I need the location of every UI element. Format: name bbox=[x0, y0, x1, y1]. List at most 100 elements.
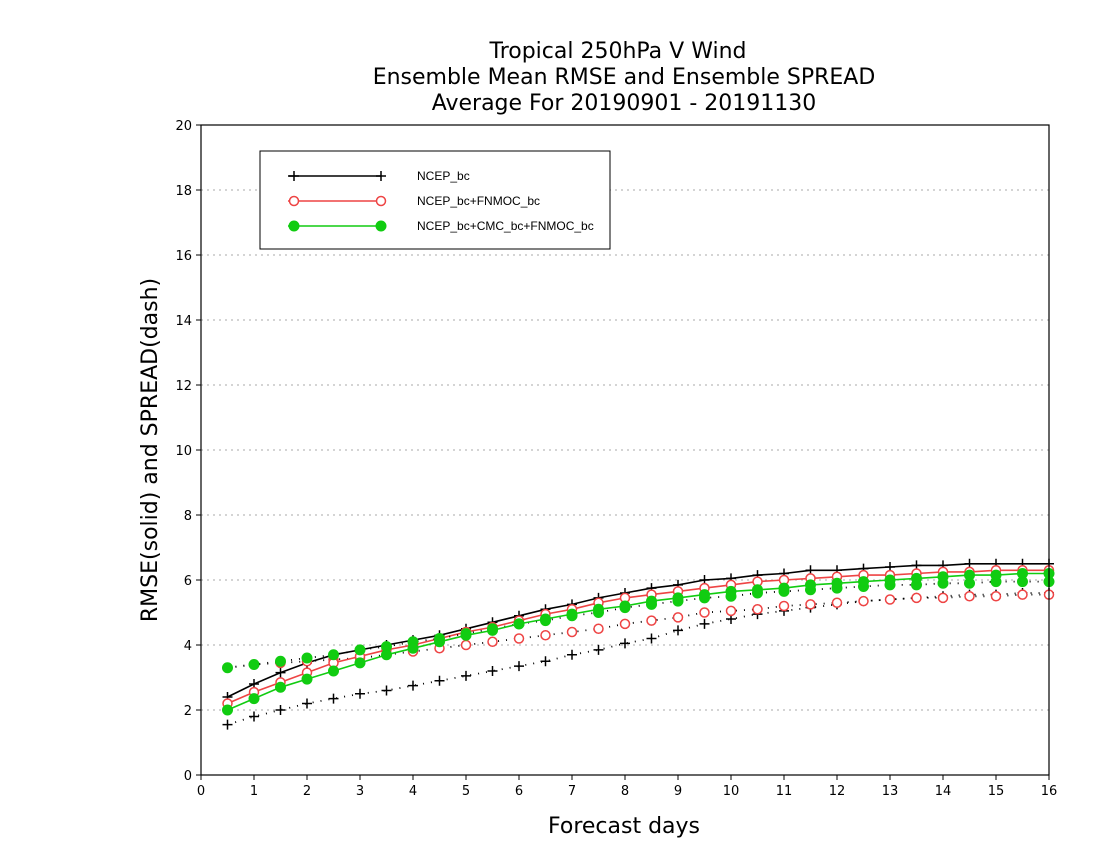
series-2-spread-point bbox=[884, 594, 896, 605]
series-2-spread-point bbox=[593, 623, 604, 634]
series-1-spread-point bbox=[408, 680, 418, 691]
series-1-spread-point bbox=[620, 638, 630, 649]
x-tick-label: 9 bbox=[674, 784, 682, 799]
series-3-rmse-point bbox=[593, 603, 604, 615]
series-3-rmse-point bbox=[858, 576, 869, 588]
x-tick-label: 14 bbox=[935, 784, 952, 799]
series-3-spread-point bbox=[248, 659, 260, 670]
series-2-spread-point bbox=[699, 607, 710, 618]
x-tick-label: 2 bbox=[303, 784, 311, 799]
series-2-spread-point bbox=[937, 592, 949, 604]
legend-marker-2 bbox=[288, 195, 300, 207]
series-1-spread-point bbox=[461, 670, 471, 681]
series-3-rmse-line bbox=[227, 572, 1049, 711]
legend-marker-3 bbox=[375, 220, 387, 232]
legend-marker-1 bbox=[376, 171, 386, 181]
series-2-spread-point bbox=[487, 636, 498, 647]
series-2-spread-point bbox=[911, 592, 922, 604]
series-2-spread-point bbox=[540, 630, 551, 641]
title-line-1: Tropical 250hPa V Wind bbox=[488, 39, 746, 64]
y-tick-label: 6 bbox=[184, 574, 192, 589]
x-tick-label: 15 bbox=[988, 784, 1005, 799]
x-tick-label: 13 bbox=[882, 784, 899, 799]
series-2-spread-point bbox=[805, 599, 816, 610]
series-3-spread-point bbox=[222, 662, 233, 674]
series-2-spread-point bbox=[672, 612, 684, 623]
series-3-rmse-point bbox=[964, 569, 975, 581]
series-1-spread-point bbox=[514, 661, 524, 672]
chart-title: Tropical 250hPa V Wind Ensemble Mean RMS… bbox=[373, 39, 876, 116]
series-2-spread-point bbox=[990, 591, 1002, 602]
series-1-spread-point bbox=[434, 675, 445, 686]
series-3-rmse-point bbox=[248, 693, 260, 705]
y-axis-label: RMSE(solid) and SPREAD(dash) bbox=[138, 278, 163, 622]
series-1-rmse-point bbox=[275, 667, 286, 678]
series-3-rmse-point bbox=[275, 681, 286, 693]
series-2-spread-point bbox=[513, 633, 525, 644]
series-3-rmse-point bbox=[460, 629, 472, 641]
x-tick-label: 16 bbox=[1041, 784, 1058, 799]
series-3-spread-point bbox=[275, 655, 286, 667]
y-tick-label: 4 bbox=[184, 639, 192, 654]
y-tick-label: 20 bbox=[175, 119, 192, 134]
series-1-spread-point bbox=[275, 705, 286, 715]
series-3-rmse-point bbox=[407, 642, 419, 654]
series-3-rmse-point bbox=[487, 624, 498, 636]
series-1-spread-point bbox=[699, 618, 710, 629]
series-1-spread-point bbox=[222, 719, 233, 730]
series-1-spread-point bbox=[487, 666, 498, 676]
series-1-spread-point bbox=[646, 633, 657, 644]
series-1-spread-point bbox=[673, 625, 683, 636]
series-1-spread-point bbox=[355, 688, 365, 699]
legend-marker-2 bbox=[375, 195, 387, 207]
series-3-rmse-point bbox=[301, 673, 313, 685]
series-3-spread-line bbox=[227, 580, 1049, 669]
gridlines bbox=[201, 189, 1049, 711]
series-3-rmse-point bbox=[725, 585, 737, 597]
y-tick-label: 16 bbox=[175, 249, 192, 264]
legend-marker-3 bbox=[288, 220, 300, 232]
y-tick-label: 14 bbox=[175, 314, 192, 329]
series-3-rmse-point bbox=[1017, 568, 1028, 579]
y-tick-label: 12 bbox=[175, 379, 192, 394]
series-3-rmse-point bbox=[354, 657, 366, 669]
series-1-spread-point bbox=[381, 685, 392, 696]
x-tick-label: 3 bbox=[356, 784, 364, 799]
series-1-spread-point bbox=[249, 711, 259, 722]
y-tick-label: 8 bbox=[184, 509, 192, 524]
y-tick-label: 2 bbox=[184, 704, 192, 719]
series-3-rmse-point bbox=[646, 595, 657, 607]
series-2-spread-point bbox=[725, 605, 737, 617]
series-2-spread-point bbox=[752, 604, 763, 615]
x-tick-label: 6 bbox=[515, 784, 523, 799]
series-3-rmse-point bbox=[619, 600, 631, 612]
series-3-rmse-point bbox=[990, 569, 1002, 581]
series-1-spread-point bbox=[302, 698, 312, 709]
series-2-spread-line bbox=[227, 593, 1049, 669]
legend-box bbox=[259, 150, 611, 250]
series-3-rmse-point bbox=[699, 589, 710, 601]
legend-label-2: NCEP_bc+FNMOC_bc bbox=[417, 194, 540, 208]
y-tick-label: 18 bbox=[175, 184, 192, 199]
x-tick-label: 4 bbox=[409, 784, 417, 799]
x-tick-label: 1 bbox=[250, 784, 258, 799]
plot-series bbox=[222, 558, 1055, 730]
legend: NCEP_bc NCEP_bc+FNMOC_bc NCEP_bc+CMC_bc+FN… bbox=[259, 150, 611, 250]
series-3-rmse-point bbox=[672, 592, 684, 604]
series-2-spread-point bbox=[566, 626, 578, 638]
series-3-rmse-point bbox=[778, 582, 790, 594]
series-1-spread-point bbox=[328, 693, 339, 704]
series-2-spread-point bbox=[831, 597, 843, 608]
series-3-spread-point bbox=[354, 644, 366, 656]
x-tick-label: 0 bbox=[197, 784, 205, 799]
x-axis-label: Forecast days bbox=[548, 814, 700, 839]
x-tick-label: 8 bbox=[621, 784, 629, 799]
series-3-rmse-point bbox=[911, 572, 922, 584]
series-3-rmse-point bbox=[513, 618, 525, 630]
series-2-spread-point bbox=[619, 618, 631, 630]
x-tick-label: 7 bbox=[568, 784, 576, 799]
series-1-spread-point bbox=[540, 656, 551, 667]
series-3-rmse-point bbox=[328, 665, 339, 677]
series-2-spread-point bbox=[646, 615, 657, 626]
